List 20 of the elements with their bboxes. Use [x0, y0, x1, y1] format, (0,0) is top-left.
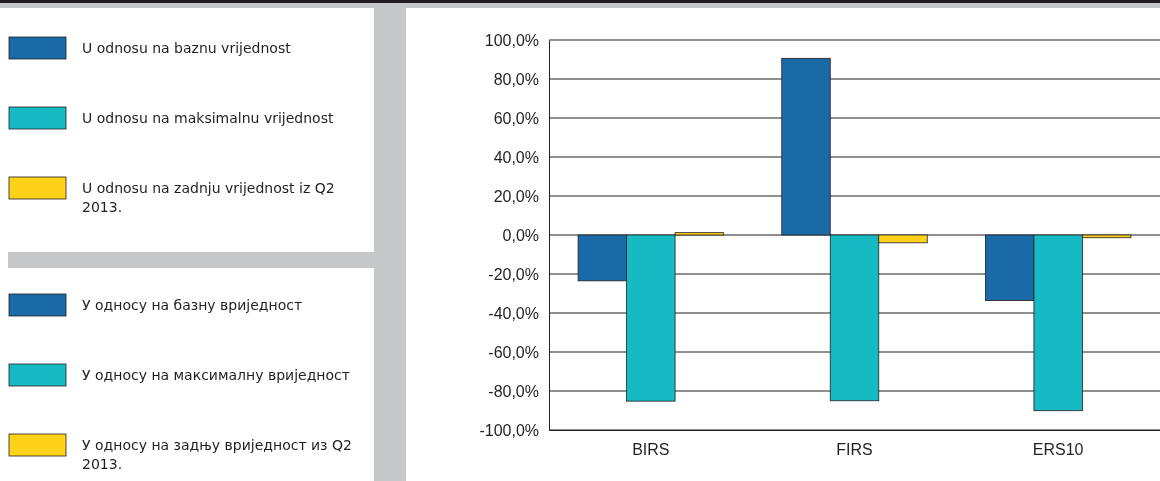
x-tick-label: FIRS — [836, 441, 873, 459]
legend-label: U odnosu na zadnju vrijednost iz Q2 2013. — [82, 180, 335, 215]
y-tick-label: 40,0% — [493, 148, 539, 166]
y-tick-label: 100,0% — [484, 31, 539, 49]
text: У односу на максималну вриједност — [82, 367, 350, 383]
y-tick-label: 60,0% — [493, 109, 539, 127]
y-tick-label: -40,0% — [488, 304, 539, 322]
legend-label: U odnosu na baznu vrijednost — [82, 40, 292, 56]
y-tick-label: 0,0% — [502, 226, 539, 244]
y-tick-label: 20,0% — [493, 187, 539, 205]
legend-label: U odnosu na maksimalnu vrijednost — [82, 110, 334, 126]
y-tick-label: -80,0% — [488, 382, 539, 400]
y-tick-label: -100,0% — [479, 421, 539, 439]
text: У односу на базну вриједност — [82, 297, 303, 313]
y-tick-label: -60,0% — [488, 343, 539, 361]
x-tick-label: ERS10 — [1032, 441, 1084, 459]
text: У односу на задњу вриједност из Q2 2013. — [82, 437, 352, 472]
y-tick-label: -20,0% — [488, 265, 539, 283]
x-tick-label: BIRS — [632, 441, 670, 459]
y-tick-label: 80,0% — [493, 70, 539, 88]
